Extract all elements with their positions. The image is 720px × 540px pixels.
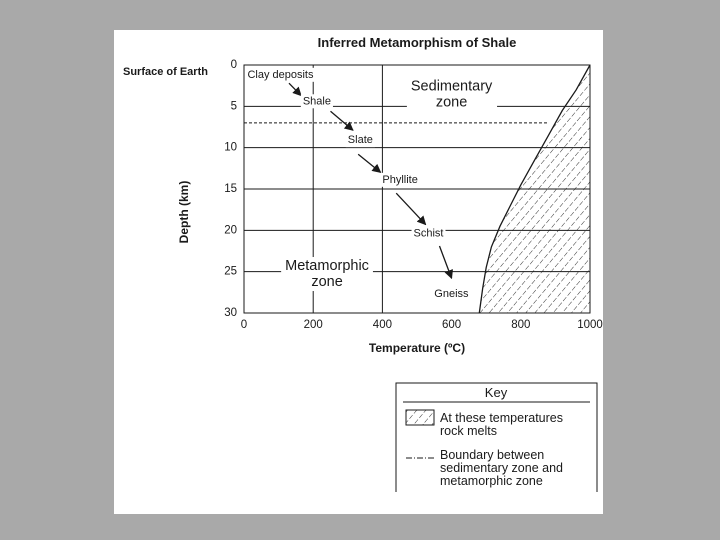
key-box: Key At these temperatures rock melts Bou…	[395, 382, 598, 492]
key-border	[395, 382, 598, 492]
y-tick-15: 15	[224, 183, 237, 195]
key-boundary-label-2: sedimentary zone and	[440, 461, 563, 475]
sequence-arrow-5	[438, 245, 453, 280]
rock-label-bg-5	[411, 226, 446, 241]
sedimentary-zone-line-2: zone	[436, 95, 467, 111]
y-axis-label: Depth (km)	[177, 181, 191, 244]
y-tick-0: 0	[231, 59, 237, 71]
rock-label-gneiss: Gneiss	[434, 288, 469, 300]
sequence-arrow-3	[357, 153, 382, 174]
key-title: Key	[485, 385, 508, 400]
rock-label-bg-4	[380, 172, 420, 187]
rock-label-group-1: Clay deposits	[245, 67, 316, 82]
sedimentary-zone-line-1: Sedimentary	[411, 79, 493, 95]
x-tick-600: 600	[442, 319, 461, 331]
metamorphic-zone-label: Metamorphic zone	[285, 258, 369, 290]
sequence-arrow-2	[330, 110, 354, 131]
rock-label-shale: Shale	[303, 95, 331, 107]
key-melt-label-1: At these temperatures	[440, 411, 563, 425]
rock-label-clay-deposits: Clay deposits	[247, 69, 314, 81]
sedimentary-zone-bg	[406, 77, 498, 112]
rock-label-bg-3	[345, 133, 375, 148]
sedimentary-zone-group: Sedimentary zone	[406, 77, 498, 112]
plot-frame	[243, 64, 591, 314]
key-melt-swatch	[405, 409, 435, 426]
metamorphic-zone-bg	[281, 257, 373, 292]
metamorphism-chart: Inferred Metamorphism of Shale Clay depo…	[123, 35, 603, 492]
y-tick-10: 10	[224, 142, 237, 154]
melting-curve	[478, 64, 591, 314]
x-tick-200: 200	[304, 319, 323, 331]
rock-label-bg-6	[432, 286, 472, 301]
y-tick-30: 30	[224, 307, 237, 319]
surface-of-earth-label: Surface of Earth	[123, 66, 208, 78]
sequence-arrow-1	[288, 82, 302, 97]
x-tick-400: 400	[373, 319, 392, 331]
y-tick-5: 5	[231, 100, 237, 112]
x-axis-label: Temperature (ºC)	[369, 341, 465, 355]
rock-label-group-6: Gneiss	[432, 286, 472, 301]
rock-label-group-2: Shale	[300, 94, 333, 109]
rock-label-phyllite: Phyllite	[382, 174, 417, 186]
x-tick-0: 0	[241, 319, 247, 331]
sequence-arrow-4	[395, 192, 427, 226]
key-boundary-label-1: Boundary between	[440, 448, 544, 462]
rock-label-group-3: Slate	[345, 133, 375, 148]
x-tick-800: 800	[511, 319, 530, 331]
chart-title: Inferred Metamorphism of Shale	[318, 35, 517, 50]
rock-label-group-5: Schist	[411, 226, 446, 241]
metamorphic-zone-line-2: zone	[311, 274, 342, 290]
key-melt-label-2: rock melts	[440, 424, 497, 438]
sedimentary-zone-label: Sedimentary zone	[411, 79, 493, 111]
rock-label-group-4: Phyllite	[380, 172, 420, 187]
rock-label-bg-2	[300, 94, 333, 109]
rock-label-slate: Slate	[348, 134, 373, 146]
x-tick-1000: 1000	[577, 319, 603, 331]
slide-background: Inferred Metamorphism of Shale Clay depo…	[114, 30, 603, 514]
rock-label-bg-1	[245, 67, 316, 82]
y-tick-25: 25	[224, 266, 237, 278]
rock-label-schist: Schist	[414, 228, 444, 240]
metamorphic-zone-line-1: Metamorphic	[285, 258, 369, 274]
metamorphic-zone-group: Metamorphic zone	[281, 257, 373, 292]
y-tick-20: 20	[224, 224, 237, 236]
key-boundary-label-3: metamorphic zone	[440, 474, 543, 488]
